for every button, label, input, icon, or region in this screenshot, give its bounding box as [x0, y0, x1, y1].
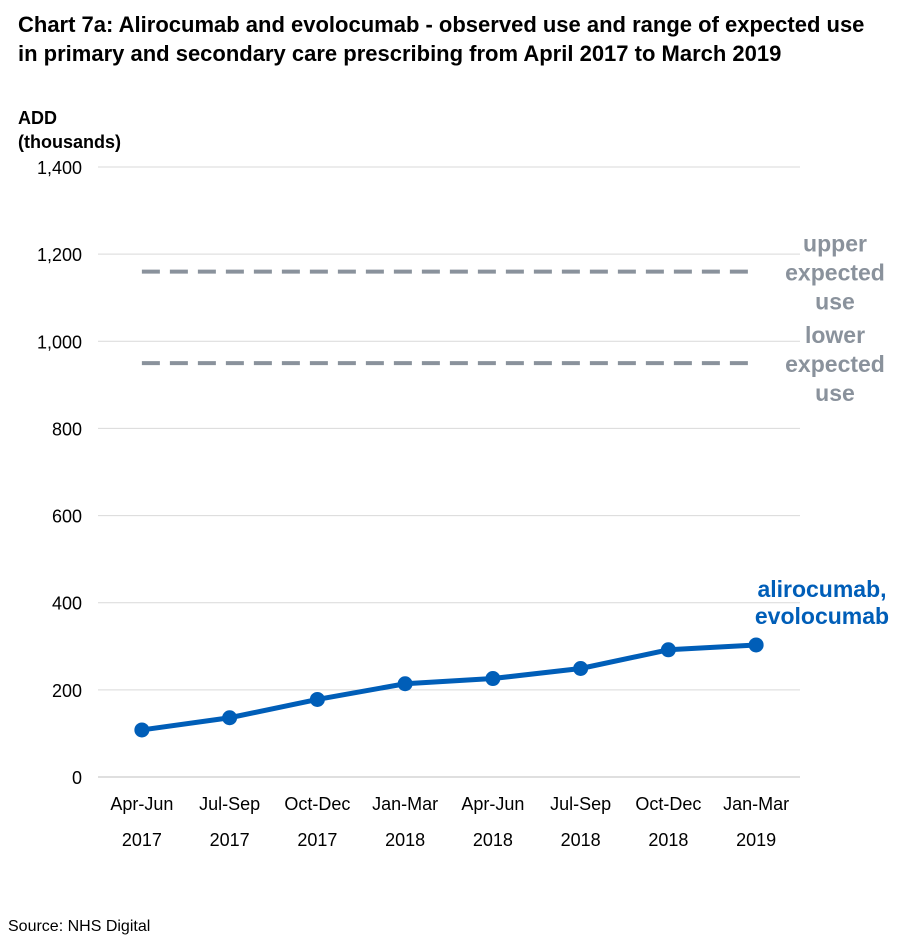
y-axis-label: ADD (thousands): [18, 106, 121, 154]
y-axis-ticks: 0 200 400 600 800 1,000 1,200 1,400: [37, 158, 82, 788]
y-tick-label: 200: [52, 681, 82, 701]
y-tick-label: 1,200: [37, 245, 82, 265]
source-note: Source: NHS Digital: [8, 918, 151, 935]
data-point: [309, 691, 325, 707]
y-tick-label: 600: [52, 507, 82, 527]
x-tick-label-year: 2017: [297, 830, 337, 850]
y-tick-label: 800: [52, 419, 82, 439]
x-tick-label-year: 2017: [122, 830, 162, 850]
x-tick-label-year: 2018: [385, 830, 425, 850]
data-point: [222, 710, 238, 726]
x-tick-label-period: Jan-Mar: [723, 794, 789, 814]
x-tick-label-period: Jul-Sep: [199, 794, 260, 814]
y-tick-label: 1,000: [37, 332, 82, 352]
y-tick-label: 1,400: [37, 158, 82, 178]
series-label-upper: upper: [803, 231, 867, 257]
y-tick-label: 0: [72, 768, 82, 788]
y-tick-label: 400: [52, 594, 82, 614]
series-label-upper: use: [815, 289, 855, 315]
data-point: [134, 722, 150, 738]
observed-use-line: [141, 642, 757, 733]
chart-title: Chart 7a: Alirocumab and evolocumab - ob…: [18, 12, 865, 66]
x-tick-label-year: 2018: [561, 830, 601, 850]
data-point: [660, 642, 676, 658]
series-label-observed: evolocumab: [755, 603, 889, 629]
data-point: [397, 676, 413, 692]
x-tick-label-year: 2018: [648, 830, 688, 850]
series-label-lower: use: [815, 380, 855, 406]
data-point: [573, 661, 589, 677]
x-tick-label-period: Oct-Dec: [284, 794, 350, 814]
series-label-lower: lower: [805, 322, 865, 348]
data-point: [485, 671, 501, 687]
x-tick-label-period: Oct-Dec: [635, 794, 701, 814]
y-axis-label-line-2: (thousands): [18, 132, 121, 152]
series-label-lower: expected: [785, 351, 885, 377]
x-tick-label-year: 2018: [473, 830, 513, 850]
series-label-observed: alirocumab,: [757, 576, 886, 602]
x-axis-ticks: Apr-Jun 2017 Jul-Sep 2017 Oct-Dec 2017 Jan-Mar…: [110, 794, 789, 850]
x-tick-label-year: 2019: [736, 830, 776, 850]
x-tick-label-period: Jan-Mar: [372, 794, 438, 814]
series-lines: [134, 269, 764, 738]
x-tick-label-period: Apr-Jun: [110, 794, 173, 814]
series-labels: alirocumab,evolocumab upper expected use low…: [755, 231, 889, 629]
x-tick-label-period: Apr-Jun: [461, 794, 524, 814]
x-tick-label-year: 2017: [210, 830, 250, 850]
series-label-upper: expected: [785, 260, 885, 286]
x-tick-label-period: Jul-Sep: [550, 794, 611, 814]
gridlines: [98, 166, 800, 778]
y-axis-label-line-1: ADD: [18, 108, 57, 128]
data-point: [748, 637, 764, 653]
